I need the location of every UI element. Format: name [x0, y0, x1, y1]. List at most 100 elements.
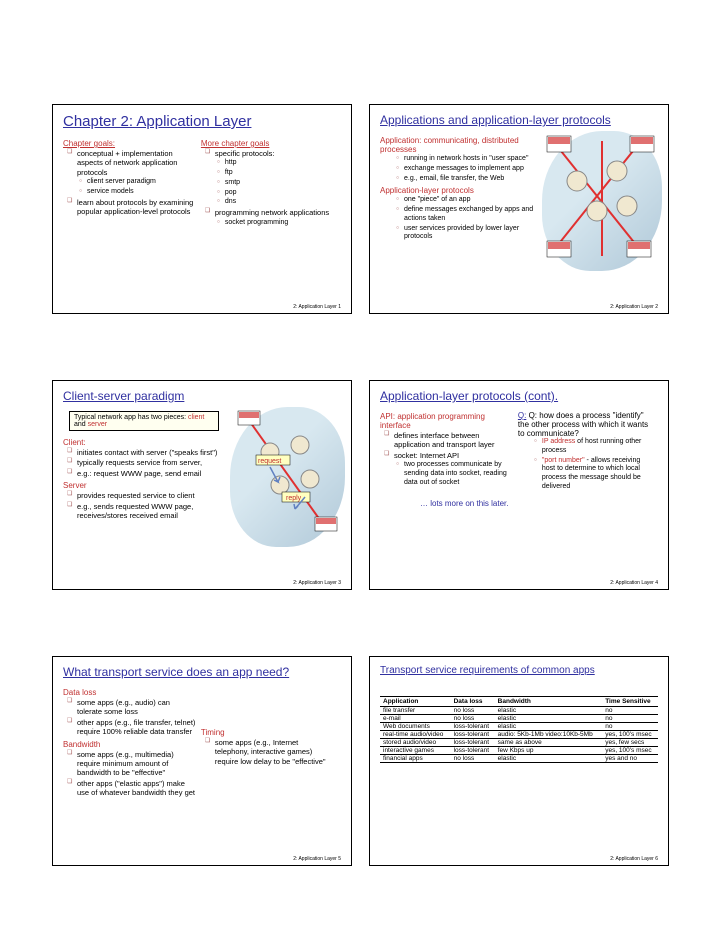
footer: 2: Application Layer 5: [293, 856, 341, 862]
section-head: Application: communicating, distributed …: [380, 136, 536, 154]
table-cell: stored audio/video: [380, 739, 451, 747]
col-left: Data loss some apps (e.g., audio) can to…: [63, 685, 196, 798]
bullet: dns: [217, 198, 334, 207]
bullet: e.g.: request WWW page, send email: [69, 469, 219, 478]
col-left: Application: communicating, distributed …: [380, 133, 536, 243]
table-row: e-mailno losselasticno: [380, 715, 658, 723]
bullet: programming network applications: [207, 208, 334, 217]
more-note: … lots more on this later.: [420, 499, 658, 508]
table-cell: audio: 5Kb-1Mb video:10Kb-5Mb: [495, 731, 603, 739]
section-head: Application-layer protocols: [380, 186, 536, 195]
slide-6: Transport service requirements of common…: [369, 656, 669, 866]
col-right: More chapter goals specific protocols: h…: [201, 136, 334, 228]
footer-label: 2: Application Layer: [610, 580, 654, 586]
table-row: stored audio/videoloss-tolerantsame as a…: [380, 739, 658, 747]
page-num: 5: [338, 856, 341, 862]
table-cell: no: [602, 723, 658, 731]
col-loss: Data loss: [451, 697, 495, 707]
network-diagram: [542, 131, 662, 271]
col-right: Timing some apps (e.g., Internet telepho…: [201, 685, 334, 767]
bullet: IP address of host running other process: [534, 438, 651, 456]
footer: 2: Application Layer 4: [610, 580, 658, 586]
table-row: Web documentsloss-tolerantelasticno: [380, 723, 658, 731]
question: Q: Q: how does a process "identify" the …: [518, 411, 651, 438]
section-head: Server: [63, 481, 219, 490]
bullet: some apps (e.g., multimedia) require min…: [69, 750, 196, 778]
table-cell: no loss: [451, 707, 495, 715]
more-goals-head: More chapter goals: [201, 139, 334, 148]
table-cell: no loss: [451, 715, 495, 723]
table-cell: loss-tolerant: [451, 747, 495, 755]
bullet: one "piece" of an app: [396, 196, 536, 205]
col-left: Chapter goals: conceptual + implementati…: [63, 136, 196, 217]
bullet: client server paradigm: [79, 178, 196, 187]
page-num: 3: [338, 580, 341, 586]
slide-3: Client-server paradigm Typical network a…: [52, 380, 352, 590]
footer-label: 2: Application Layer: [293, 304, 337, 310]
section-head: Client:: [63, 438, 219, 447]
table-cell: financial apps: [380, 755, 451, 763]
callout: Typical network app has two pieces: clie…: [69, 411, 219, 431]
footer-label: 2: Application Layer: [293, 856, 337, 862]
bullet: user services provided by lower layer pr…: [396, 225, 536, 243]
table-cell: loss-tolerant: [451, 731, 495, 739]
page-num: 1: [338, 304, 341, 310]
bullet: typically requests service from server,: [69, 458, 219, 467]
table-row: real-time audio/videoloss-tolerantaudio:…: [380, 731, 658, 739]
table-cell: no loss: [451, 755, 495, 763]
footer: 2: Application Layer 3: [293, 580, 341, 586]
table-cell: real-time audio/video: [380, 731, 451, 739]
table-cell: interactive games: [380, 747, 451, 755]
bullet: service models: [79, 188, 196, 197]
footer-label: 2: Application Layer: [610, 304, 654, 310]
table-cell: yes and no: [602, 755, 658, 763]
requirements-table: Application Data loss Bandwidth Time Sen…: [380, 696, 658, 763]
slide-4: Application-layer protocols (cont). API:…: [369, 380, 669, 590]
table-cell: same as above: [495, 739, 603, 747]
bullet: other apps ("elastic apps") make use of …: [69, 779, 196, 798]
bullet: initiates contact with server ("speaks f…: [69, 448, 219, 457]
goals-head: Chapter goals:: [63, 139, 196, 148]
page-num: 2: [655, 304, 658, 310]
bullet: learn about protocols by examining popul…: [69, 198, 196, 217]
slide-title: Chapter 2: Application Layer: [63, 113, 341, 130]
col-bw: Bandwidth: [495, 697, 603, 707]
callout-text: Typical network app has two pieces: clie…: [74, 414, 204, 428]
slide-2: Applications and application-layer proto…: [369, 104, 669, 314]
table-cell: loss-tolerant: [451, 739, 495, 747]
footer-label: 2: Application Layer: [293, 580, 337, 586]
bullet: e.g., email, file transfer, the Web: [396, 175, 536, 184]
bullet: smtp: [217, 179, 334, 188]
footer: 2: Application Layer 2: [610, 304, 658, 310]
bullet: defines interface between application an…: [386, 431, 513, 450]
col-app: Application: [380, 697, 451, 707]
page-num: 6: [655, 856, 658, 862]
table-row: file transferno losselasticno: [380, 707, 658, 715]
bullet: socket programming: [217, 219, 334, 228]
table-cell: file transfer: [380, 707, 451, 715]
table-cell: yes, 100's msec: [602, 731, 658, 739]
svg-text:request: request: [258, 458, 281, 465]
bullet: ftp: [217, 169, 334, 178]
table-cell: no: [602, 707, 658, 715]
slide-title: Application-layer protocols (cont).: [380, 389, 658, 403]
col-right: Q: Q: how does a process "identify" the …: [518, 409, 651, 493]
question-text: Q: how does a process "identify" the oth…: [518, 411, 648, 438]
bullet: other apps (e.g., file transfer, telnet)…: [69, 718, 196, 737]
bullet: define messages exchanged by apps and ac…: [396, 206, 536, 224]
section-head: Timing: [201, 728, 334, 737]
bullet: conceptual + implementation aspects of n…: [69, 149, 196, 177]
footer: 2: Application Layer 1: [293, 304, 341, 310]
table-header-row: Application Data loss Bandwidth Time Sen…: [380, 697, 658, 707]
slide-title: What transport service does an app need?: [63, 665, 341, 679]
slide-title: Transport service requirements of common…: [380, 665, 658, 676]
section-head: Data loss: [63, 688, 196, 697]
table-cell: yes, 100's msec: [602, 747, 658, 755]
footer-label: 2: Application Layer: [610, 856, 654, 862]
table-cell: elastic: [495, 707, 603, 715]
table-cell: loss-tolerant: [451, 723, 495, 731]
table-row: financial appsno losselasticyes and no: [380, 755, 658, 763]
table-row: interactive gamesloss-tolerantfew Kbps u…: [380, 747, 658, 755]
bullet: http: [217, 159, 334, 168]
col-time: Time Sensitive: [602, 697, 658, 707]
